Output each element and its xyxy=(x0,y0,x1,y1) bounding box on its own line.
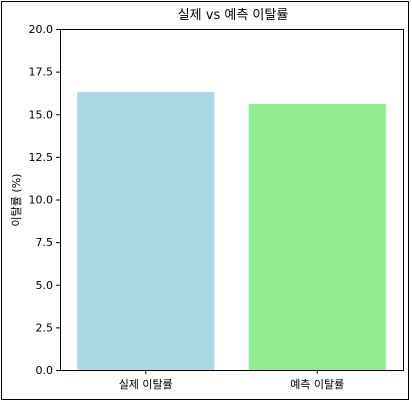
bar-2 xyxy=(248,104,386,371)
chart-title: 실제 vs 예측 이탈률 xyxy=(178,8,289,23)
y-tick-label: 2.5 xyxy=(36,321,54,334)
y-axis-label: 이탈률 (%) xyxy=(10,174,23,227)
x-ticks-group: 실제 이탈률 예측 이탈률 xyxy=(119,370,344,391)
y-tick-label: 15.0 xyxy=(29,108,54,121)
bar-1 xyxy=(77,92,215,371)
bars-group xyxy=(77,92,386,371)
y-tick-label: 20.0 xyxy=(29,23,54,36)
y-tick-label: 0.0 xyxy=(36,364,54,377)
y-tick-label: 12.5 xyxy=(29,151,54,164)
x-tick-label: 예측 이탈률 xyxy=(290,378,344,391)
plot-area-border xyxy=(60,29,404,371)
y-ticks-group: 0.0 2.5 5.0 7.5 10.0 12.5 15.0 17.5 20.0 xyxy=(29,23,60,377)
y-tick-label: 5.0 xyxy=(36,279,54,292)
x-tick-label: 실제 이탈률 xyxy=(119,378,173,391)
y-tick-label: 7.5 xyxy=(36,236,54,249)
y-tick-label: 17.5 xyxy=(29,66,54,79)
y-tick-label: 10.0 xyxy=(29,194,54,207)
